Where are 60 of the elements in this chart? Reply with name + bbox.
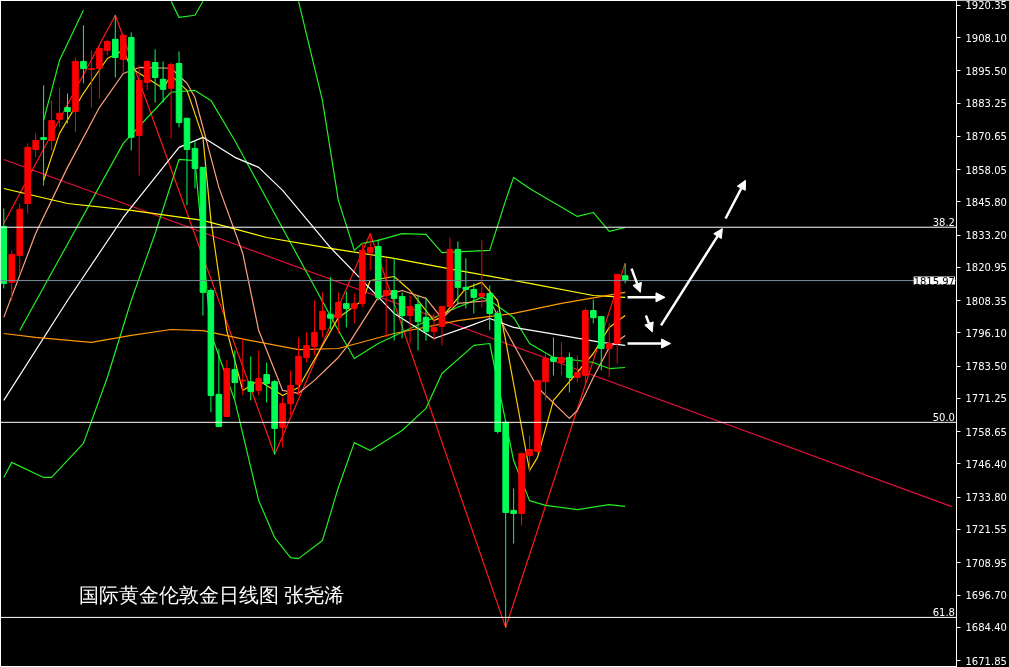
line-series xyxy=(3,14,626,629)
candlestick xyxy=(112,14,119,78)
y-tick-label: 1833.20 xyxy=(965,230,1007,242)
y-tick-label: 1771.25 xyxy=(965,393,1007,405)
candlestick xyxy=(566,351,573,394)
y-tick-label: 1733.80 xyxy=(965,492,1007,504)
y-tick-label: 1721.55 xyxy=(965,524,1007,536)
candlestick xyxy=(430,312,438,342)
annotation: 61.8 xyxy=(932,607,955,619)
candlestick xyxy=(151,48,159,104)
candlestick xyxy=(80,24,87,84)
candlestick xyxy=(414,295,422,351)
candlestick xyxy=(550,336,557,376)
candlestick xyxy=(56,87,63,128)
candlestick xyxy=(422,296,430,342)
y-tick-label: 1883.25 xyxy=(965,98,1007,110)
candlestick xyxy=(119,32,127,73)
candlestick xyxy=(335,291,342,334)
line-series xyxy=(19,89,626,370)
line-series xyxy=(3,66,626,419)
annotation: 国际黄金伦敦金日线图 张尧浠 xyxy=(78,583,345,606)
candlestick xyxy=(48,99,55,152)
line-series xyxy=(3,187,626,298)
candlestick xyxy=(478,239,486,308)
candlestick xyxy=(239,337,247,396)
line-series xyxy=(297,0,626,254)
y-tick-label: 1684.40 xyxy=(965,622,1007,634)
y-tick-label: 1920.35 xyxy=(965,0,1007,12)
candlestick xyxy=(64,93,71,124)
candlestick xyxy=(247,355,255,401)
y-tick-label: 1671.85 xyxy=(965,655,1007,667)
candlestick xyxy=(40,84,47,187)
y-tick-label: 1895.50 xyxy=(965,65,1007,77)
y-tick-label: 1696.70 xyxy=(965,590,1007,601)
line-series xyxy=(3,291,626,351)
candlestick xyxy=(319,291,326,338)
candlestick xyxy=(255,349,262,396)
y-tick-label: 1758.65 xyxy=(965,426,1007,438)
y-tick-label: 1870.65 xyxy=(965,131,1007,143)
line-series xyxy=(43,49,626,472)
annotation: 50.0 xyxy=(932,412,955,424)
y-tick-label: 1845.80 xyxy=(965,196,1007,208)
y-tick-label: 1858.05 xyxy=(965,164,1007,176)
candlestick xyxy=(382,257,390,338)
y-tick-label: 1808.35 xyxy=(965,295,1007,307)
annotation: 38.2 xyxy=(932,217,955,229)
y-tick-label: 1820.95 xyxy=(965,262,1007,274)
candlestick xyxy=(406,295,414,344)
candlestick xyxy=(167,61,175,139)
candlestick xyxy=(343,291,350,328)
candlestick xyxy=(327,276,334,330)
y-tick-label: 1796.10 xyxy=(965,327,1007,339)
y-tick-label: 1783.50 xyxy=(965,361,1007,373)
y-tick-label: 1908.10 xyxy=(965,32,1007,44)
y-tick-label: 1746.40 xyxy=(965,458,1007,470)
ref-line-label: 1815.97 xyxy=(913,275,955,287)
candlestick xyxy=(558,341,565,376)
y-tick-label: 1708.95 xyxy=(965,557,1007,569)
candlestick xyxy=(159,60,167,104)
candlestick xyxy=(231,349,239,399)
